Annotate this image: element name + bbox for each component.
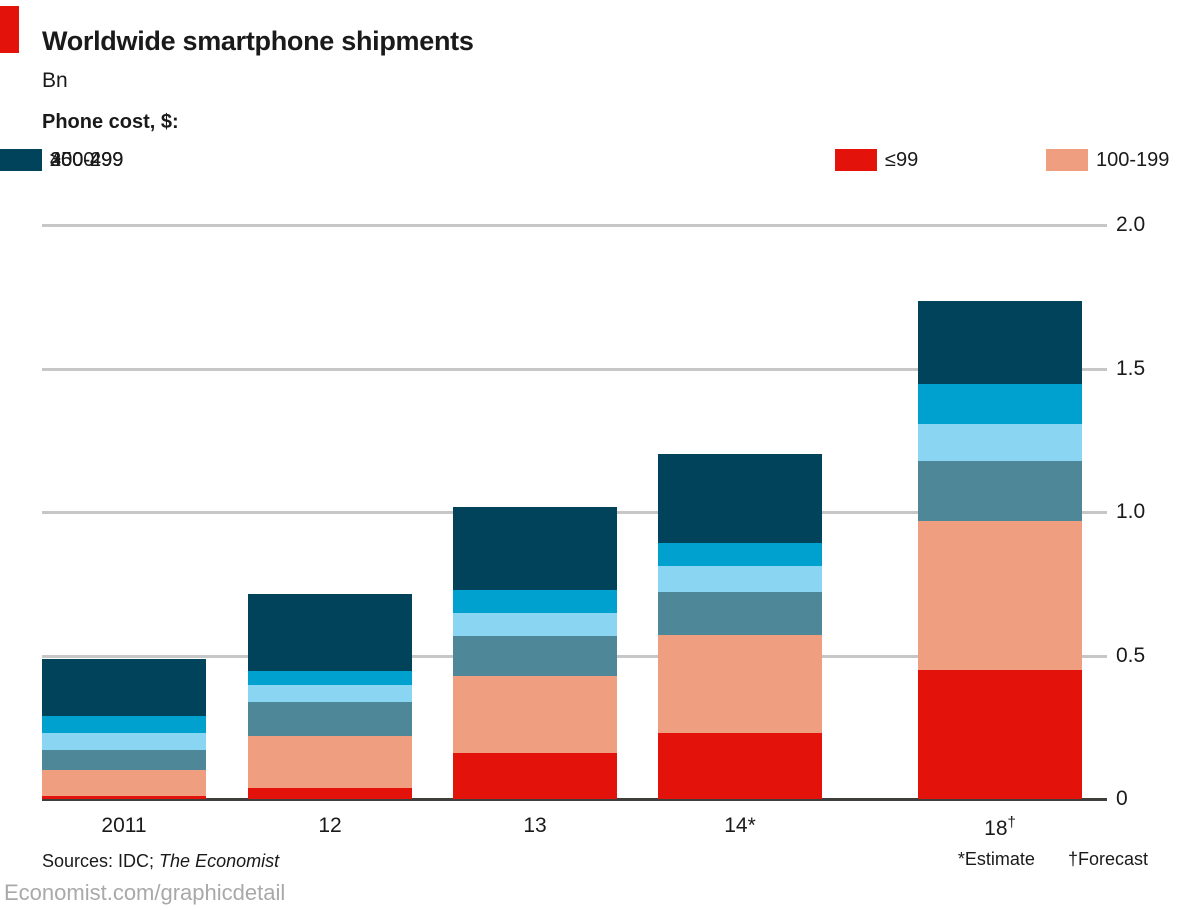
legend-swatch-ge500: [0, 149, 42, 171]
legend-label: ≤99: [885, 149, 919, 171]
bar-segment: [918, 301, 1082, 384]
bar-segment: [248, 671, 412, 685]
legend-label: 100-199: [1096, 149, 1170, 171]
x-axis-baseline: [42, 798, 1107, 801]
gridline: [42, 368, 1107, 371]
legend-swatch-le99: [835, 149, 877, 171]
footer-url: Economist.com/graphicdetail: [4, 880, 286, 905]
legend-label: ≥500: [50, 149, 95, 171]
legend-label: 300-499: [50, 149, 124, 171]
bar-segment: [918, 461, 1082, 521]
x-axis-tick-label: 2011: [101, 814, 147, 837]
y-axis-tick-label: 1.5: [1116, 357, 1146, 380]
bar-segment: [453, 613, 617, 636]
footnote-forecast: †Forecast: [1067, 849, 1148, 869]
bar-segment: [42, 796, 206, 799]
legend-label: 200-299: [50, 149, 124, 171]
legend-label: 400-499: [50, 149, 124, 171]
bar-segment: [918, 670, 1082, 799]
legend-item-le99: ≤99: [835, 149, 918, 171]
bar-segment: [453, 590, 617, 613]
legend-item-ge500: ≥500: [0, 149, 94, 171]
sources-publication: The Economist: [159, 851, 280, 871]
bar-segment: [658, 592, 822, 635]
legend-swatch-100-199: [1046, 149, 1088, 171]
x-axis-tick-label: 12: [318, 814, 342, 837]
bar-segment: [658, 454, 822, 543]
y-axis-tick-label: 2.0: [1116, 213, 1146, 236]
footnote-estimate: *Estimate: [957, 849, 1035, 869]
sources-note: Sources: IDC; The Economist: [42, 851, 279, 872]
bar-segment: [42, 750, 206, 770]
y-axis-tick-label: 0.5: [1116, 644, 1146, 667]
sources-prefix: Sources: IDC;: [42, 851, 160, 871]
bar-segment: [248, 702, 412, 736]
bar-segment: [658, 733, 822, 799]
legend-item-100-199: 100-199: [1046, 149, 1169, 171]
bar-segment: [248, 736, 412, 788]
bar-segment: [248, 594, 412, 671]
chart-title: Worldwide smartphone shipments: [42, 26, 474, 56]
bar-segment: [453, 636, 617, 676]
x-axis-tick-label: 14*: [724, 814, 756, 837]
y-axis-tick-label: 1.0: [1116, 500, 1146, 523]
economist-red-corner-block: [0, 6, 19, 53]
bar-segment: [918, 384, 1082, 424]
chart-unit-label: Bn: [42, 69, 68, 92]
x-axis-tick-label: 13: [523, 814, 547, 837]
y-axis-tick-label: 0: [1116, 787, 1128, 810]
x-axis-tick-label: 18†: [984, 814, 1016, 840]
bar-segment: [248, 788, 412, 799]
bar-segment: [918, 521, 1082, 670]
bar-segment: [42, 770, 206, 796]
bar-segment: [453, 676, 617, 753]
footnotes: *Estimate †Forecast: [958, 849, 1148, 870]
legend-title: Phone cost, $:: [42, 111, 179, 133]
bar-segment: [453, 753, 617, 799]
bar-segment: [658, 566, 822, 592]
bar-segment: [658, 543, 822, 566]
forecast-dagger: †: [1007, 814, 1016, 831]
bar-segment: [918, 424, 1082, 461]
bar-segment: [42, 716, 206, 733]
bar-segment: [42, 659, 206, 716]
bar-segment: [42, 733, 206, 750]
bar-segment: [248, 685, 412, 702]
bar-segment: [658, 635, 822, 733]
gridline: [42, 224, 1107, 227]
bar-segment: [453, 507, 617, 590]
